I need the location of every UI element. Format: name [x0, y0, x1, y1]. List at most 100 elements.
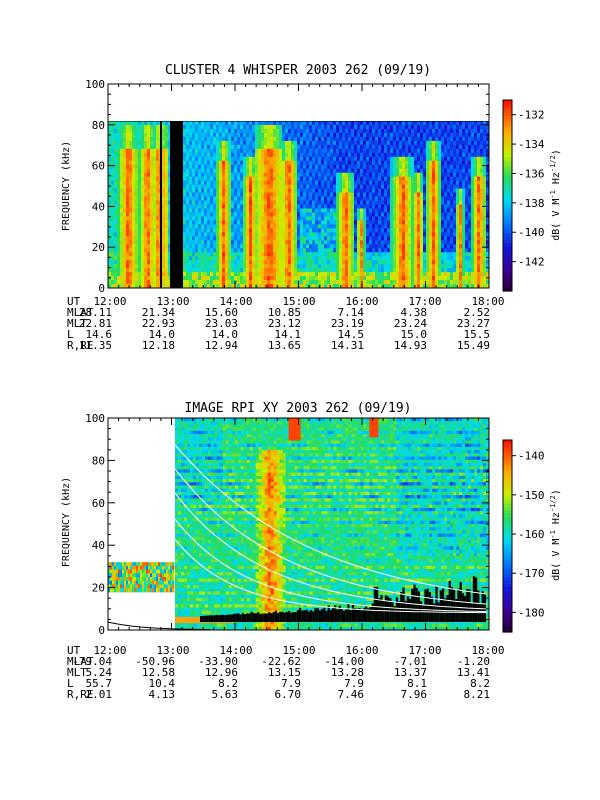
panel1-cell [381, 212, 385, 217]
panel1-cell [318, 196, 322, 202]
panel1-cell [234, 164, 238, 170]
panel1-cell [207, 184, 211, 190]
panel1-cell [297, 160, 301, 166]
panel1-cell [300, 156, 304, 162]
panel1-cell [231, 220, 235, 225]
panel1-cell [408, 184, 412, 190]
panel1-cell [201, 128, 205, 134]
panel1-cell [345, 204, 349, 209]
panel1-cell [402, 160, 406, 166]
panel1-cell [114, 280, 118, 285]
panel1-cell [294, 144, 298, 150]
panel1-cell [336, 260, 340, 265]
panel1-cell [195, 152, 199, 158]
panel1-cell [384, 216, 388, 221]
panel1-cell [339, 140, 343, 146]
panel1-cell [306, 228, 310, 233]
panel1-cell [429, 156, 433, 162]
panel1-cell [288, 244, 292, 249]
panel1-cell [345, 252, 349, 257]
panel1-cell [240, 160, 244, 166]
panel1-cell [252, 121, 256, 126]
panel1-cell [405, 121, 409, 126]
panel1-cell [459, 260, 463, 265]
panel1-cell [258, 200, 262, 205]
panel1-cell [363, 140, 367, 146]
panel1-cell [183, 228, 187, 233]
panel1-cell [411, 156, 415, 162]
panel1-cell [342, 272, 346, 277]
panel1-cell [450, 240, 454, 245]
panel1-cell [384, 224, 388, 229]
panel1-cell [327, 192, 331, 198]
panel1-cell [264, 172, 268, 178]
panel1-cell [411, 160, 415, 166]
panel1-cell [294, 188, 298, 194]
panel1-cell [372, 172, 376, 178]
panel1-cell [210, 184, 214, 190]
panel1-cell [243, 244, 247, 249]
panel1-cell [141, 188, 145, 194]
panel1-cell [450, 260, 454, 265]
panel1-cell [318, 188, 322, 194]
panel1-cell [348, 121, 352, 126]
panel1-cell [336, 176, 340, 182]
panel1-cell [318, 220, 322, 225]
panel1-cell [426, 152, 430, 158]
panel1-cell [108, 144, 112, 150]
panel1-cell [318, 140, 322, 146]
panel1-cell [228, 152, 232, 158]
panel1-cell [300, 180, 304, 186]
panel1-cell [411, 140, 415, 146]
panel1-cell [132, 124, 136, 130]
panel1-cell [255, 280, 259, 285]
panel1-cell [345, 148, 349, 154]
panel1-cell [216, 228, 220, 233]
panel1-cell [270, 132, 274, 138]
panel1-cell [258, 184, 262, 190]
panel1-cell [243, 212, 247, 217]
panel1-cell [357, 188, 361, 194]
panel1-cell [378, 240, 382, 245]
panel1-cell [411, 136, 415, 142]
panel1-cell [108, 252, 112, 257]
panel1-cell [360, 192, 364, 198]
panel1-cell [351, 188, 355, 194]
panel1-cell [234, 208, 238, 213]
panel1-cell [240, 244, 244, 249]
panel1-cell [324, 148, 328, 154]
panel1-cell [279, 276, 283, 281]
panel1-cell [285, 260, 289, 265]
panel1-cell [222, 268, 226, 273]
panel1-cell [333, 252, 337, 257]
panel1-cell [306, 128, 310, 134]
panel1-cell [291, 228, 295, 233]
panel1-cell [258, 172, 262, 178]
panel1-cell [246, 268, 250, 273]
panel1-cell [198, 268, 202, 273]
panel1-cell [387, 156, 391, 162]
panel1-cell [108, 220, 112, 225]
panel1-cell [150, 140, 154, 146]
panel1-cell [186, 272, 190, 277]
panel1-cell [117, 268, 121, 273]
panel1-cell [189, 212, 193, 217]
panel1-cell [429, 121, 433, 126]
panel1-cell [450, 192, 454, 198]
panel1-cell [363, 188, 367, 194]
panel1-cell [390, 276, 394, 281]
panel1-cell [255, 192, 259, 198]
panel1-cell [153, 128, 157, 134]
panel1-cell [399, 200, 403, 205]
panel1-cell [111, 284, 115, 288]
panel1-cell [351, 232, 355, 237]
panel1-cell [441, 256, 445, 261]
panel1-cell [387, 176, 391, 182]
panel1-cell [363, 276, 367, 281]
panel1-cell [111, 236, 115, 241]
panel1-cell [117, 176, 121, 182]
panel1-cell [249, 268, 253, 273]
panel1-cell [297, 252, 301, 257]
panel1-cell [366, 236, 370, 241]
panel1-cell [291, 196, 295, 202]
